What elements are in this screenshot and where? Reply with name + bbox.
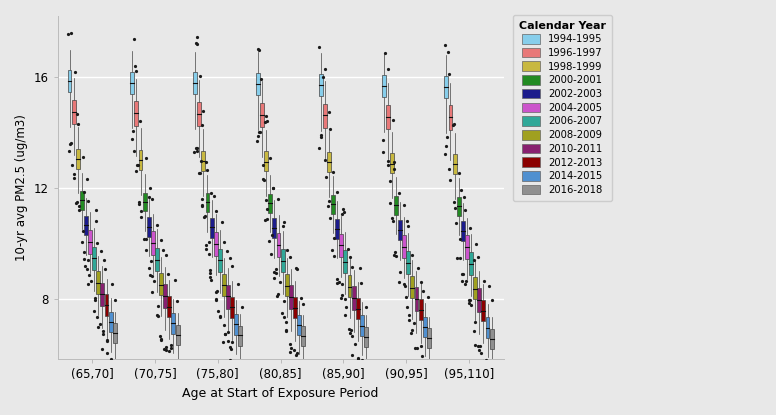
- X-axis label: Age at Start of Exposure Period: Age at Start of Exposure Period: [182, 387, 379, 400]
- Bar: [469, 252, 473, 275]
- Bar: [348, 275, 352, 297]
- Bar: [238, 326, 242, 346]
- Bar: [486, 317, 490, 338]
- Bar: [481, 300, 485, 321]
- Bar: [109, 312, 113, 332]
- Bar: [76, 149, 80, 168]
- Bar: [84, 215, 88, 235]
- Bar: [171, 313, 175, 334]
- Bar: [234, 314, 238, 334]
- Bar: [339, 234, 343, 257]
- Bar: [272, 218, 276, 238]
- Bar: [327, 152, 331, 172]
- Bar: [80, 191, 84, 210]
- Bar: [264, 151, 268, 171]
- Bar: [452, 154, 456, 174]
- Bar: [402, 234, 406, 259]
- Legend: 1994-1995, 1996-1997, 1998-1999, 2000-2001, 2002-2003, 2004-2005, 2006-2007, 200: 1994-1995, 1996-1997, 1998-1999, 2000-20…: [513, 15, 612, 201]
- Bar: [490, 329, 494, 349]
- Bar: [293, 297, 297, 318]
- Bar: [193, 72, 197, 94]
- Bar: [206, 193, 210, 212]
- Bar: [218, 249, 222, 272]
- Bar: [155, 248, 159, 271]
- Bar: [457, 197, 461, 215]
- Bar: [364, 327, 368, 347]
- Bar: [407, 251, 411, 274]
- Bar: [213, 232, 217, 256]
- Bar: [276, 233, 280, 256]
- Bar: [163, 284, 167, 308]
- Bar: [297, 315, 301, 335]
- Bar: [352, 286, 355, 310]
- Bar: [382, 75, 386, 97]
- Bar: [356, 298, 360, 319]
- Bar: [175, 325, 179, 345]
- Bar: [68, 70, 71, 93]
- Bar: [323, 103, 327, 128]
- Bar: [281, 249, 285, 272]
- Bar: [168, 296, 171, 317]
- Bar: [390, 153, 393, 173]
- Bar: [71, 100, 75, 124]
- Bar: [197, 102, 201, 127]
- Bar: [143, 193, 147, 211]
- Y-axis label: 10-yr avg PM2.5 (ug/m3): 10-yr avg PM2.5 (ug/m3): [15, 115, 28, 261]
- Bar: [398, 220, 402, 240]
- Bar: [427, 328, 431, 348]
- Bar: [445, 76, 449, 98]
- Bar: [394, 196, 398, 215]
- Bar: [335, 219, 339, 239]
- Bar: [418, 299, 422, 320]
- Bar: [260, 103, 264, 127]
- Bar: [151, 231, 155, 255]
- Bar: [423, 317, 427, 337]
- Bar: [113, 323, 116, 343]
- Bar: [92, 247, 96, 269]
- Bar: [289, 285, 293, 309]
- Bar: [256, 73, 260, 95]
- Bar: [226, 285, 230, 308]
- Bar: [210, 218, 213, 238]
- Bar: [386, 105, 390, 129]
- Bar: [230, 297, 234, 318]
- Bar: [477, 288, 481, 312]
- Bar: [285, 274, 289, 296]
- Bar: [449, 105, 452, 130]
- Bar: [96, 271, 100, 293]
- Bar: [147, 217, 151, 237]
- Bar: [202, 151, 206, 171]
- Bar: [473, 277, 477, 299]
- Bar: [414, 287, 418, 311]
- Bar: [134, 101, 138, 126]
- Bar: [105, 294, 109, 316]
- Bar: [130, 72, 134, 94]
- Bar: [465, 235, 469, 259]
- Bar: [268, 194, 272, 213]
- Bar: [319, 74, 323, 96]
- Bar: [411, 276, 414, 298]
- Bar: [100, 283, 104, 306]
- Bar: [461, 221, 465, 241]
- Bar: [344, 250, 348, 273]
- Bar: [139, 150, 143, 170]
- Bar: [301, 326, 305, 346]
- Bar: [222, 273, 226, 296]
- Bar: [360, 315, 364, 336]
- Bar: [88, 230, 92, 254]
- Bar: [331, 195, 335, 214]
- Bar: [159, 273, 163, 295]
